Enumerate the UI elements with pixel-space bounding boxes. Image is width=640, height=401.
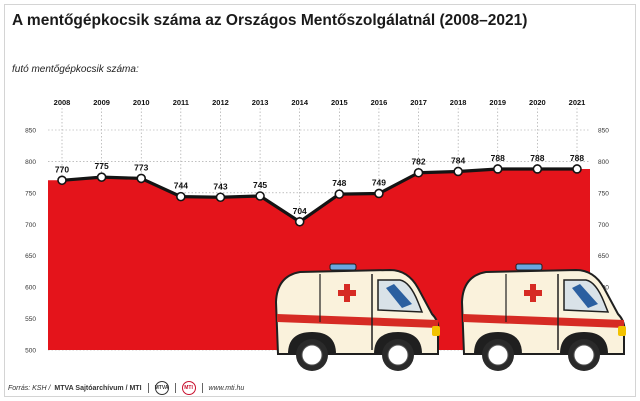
data-label: 788 — [530, 153, 544, 163]
y-tick-label-left: 500 — [25, 348, 36, 355]
footer-divider — [147, 383, 149, 393]
data-point — [492, 164, 503, 174]
data-label: 744 — [174, 181, 188, 191]
x-axis: 2008 2009 2010 2011 2012 2013 2014 2015 2016 2017… — [54, 98, 586, 107]
data-point — [572, 164, 582, 174]
data-point — [255, 191, 265, 201]
data-point — [453, 166, 463, 177]
x-tick-label: 2018 — [450, 98, 467, 107]
y-tick-label-right: 650 — [598, 253, 609, 260]
data-label: 773 — [134, 162, 148, 172]
x-tick-label: 2011 — [173, 98, 189, 107]
line-series — [57, 164, 582, 227]
x-tick-label: 2020 — [529, 98, 546, 107]
data-label: 745 — [253, 180, 267, 190]
data-label: 782 — [411, 157, 425, 167]
x-tick-label: 2010 — [133, 98, 150, 107]
y-tick-label-right: 800 — [598, 159, 609, 166]
x-tick-label: 2019 — [489, 98, 506, 107]
data-label: 770 — [55, 164, 69, 174]
x-tick-label: 2012 — [212, 98, 229, 107]
data-label: 749 — [372, 177, 386, 187]
area-series — [48, 168, 590, 350]
mtva-logo: MTVA — [154, 381, 169, 395]
ambulance-illustration-1 — [274, 263, 440, 371]
data-label: 748 — [332, 178, 346, 188]
data-point — [294, 216, 305, 227]
y-tick-label-left: 800 — [25, 159, 36, 166]
footer: Forrás: KSH / MTVA Sajtóarchívum / MTI M… — [8, 381, 244, 395]
data-point — [334, 189, 345, 199]
data-point — [413, 167, 424, 178]
data-point — [374, 188, 384, 199]
data-label: 743 — [213, 181, 227, 191]
x-tick-label: 2017 — [410, 98, 427, 107]
data-labels: 770 775 773 744 743 745 704 748 749 782 784 788 788 7… — [55, 153, 584, 216]
y-tick-label-left: 750 — [25, 190, 36, 197]
x-tick-label: 2021 — [569, 98, 586, 107]
chart-subtitle: futó mentőgépkocsik száma: — [12, 64, 139, 75]
website-link[interactable]: www.mti.hu — [208, 384, 245, 392]
x-tick-label: 2013 — [252, 98, 269, 107]
ambulance-illustration-2 — [460, 263, 626, 371]
x-tick-label: 2009 — [93, 98, 110, 107]
data-label: 775 — [95, 161, 109, 171]
x-tick-label: 2008 — [54, 98, 71, 107]
y-tick-label-right: 700 — [598, 222, 609, 229]
data-point — [96, 172, 107, 182]
y-tick-label-left: 700 — [25, 222, 36, 229]
series-line — [61, 167, 577, 224]
footer-divider — [174, 383, 176, 393]
mti-logo: MTI — [181, 381, 196, 395]
data-point — [136, 173, 147, 184]
area-fill — [48, 168, 590, 350]
data-point — [532, 164, 543, 174]
data-point — [215, 192, 226, 203]
x-tick-label: 2015 — [331, 98, 348, 107]
y-tick-label-right: 850 — [598, 128, 609, 135]
data-point — [57, 175, 67, 186]
footer-divider — [201, 383, 203, 393]
source-label: Forrás: KSH / — [8, 384, 51, 392]
y-tick-label-left: 650 — [25, 253, 36, 260]
y-tick-label-left: 550 — [25, 316, 36, 323]
y-tick-label-right: 750 — [598, 190, 609, 197]
credit-label: MTVA Sajtóarchívum / MTI — [54, 384, 142, 392]
data-label: 788 — [570, 153, 584, 163]
data-label: 784 — [451, 155, 465, 165]
data-label: 704 — [293, 206, 307, 216]
x-tick-label: 2014 — [291, 98, 309, 107]
chart-title: A mentőgépkocsik száma az Országos Mentő… — [12, 12, 528, 29]
y-tick-label-left: 850 — [25, 128, 36, 135]
x-tick-label: 2016 — [371, 98, 388, 107]
data-label: 788 — [491, 153, 505, 163]
y-tick-label-left: 600 — [25, 285, 36, 292]
data-point — [176, 191, 186, 202]
